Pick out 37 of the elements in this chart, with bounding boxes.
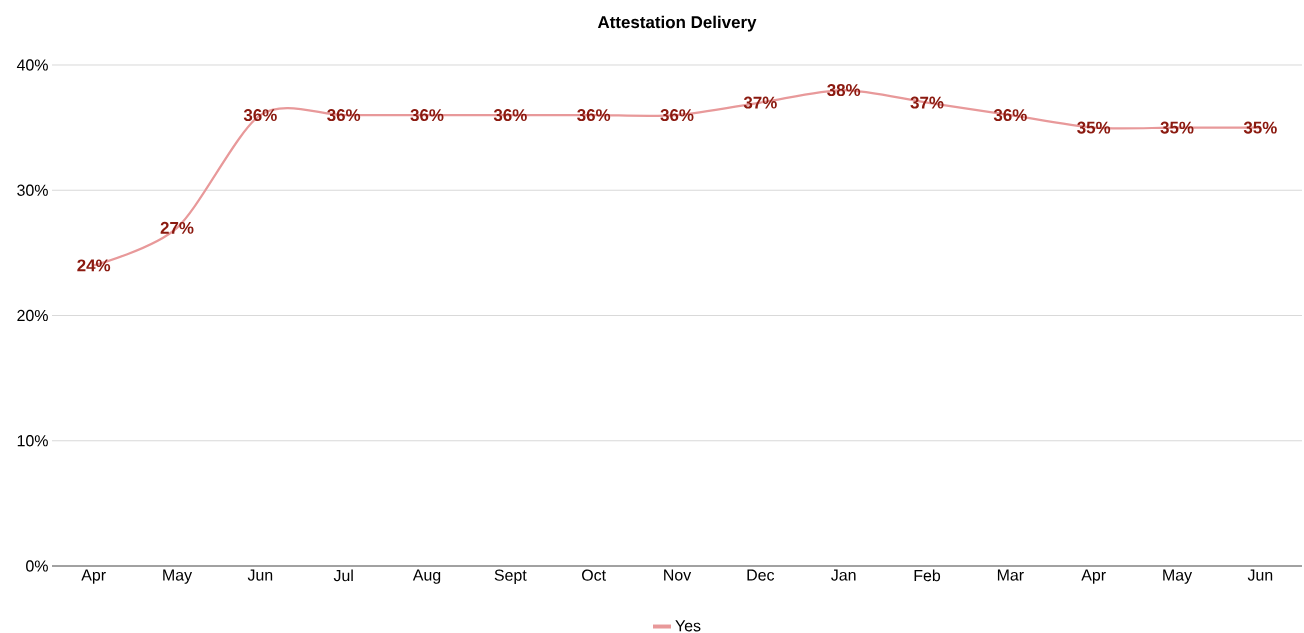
x-tick-label: Mar bbox=[997, 569, 1024, 581]
y-tick-label: 40% bbox=[16, 59, 48, 71]
data-label: 35% bbox=[1077, 121, 1111, 134]
data-label: 36% bbox=[243, 109, 277, 122]
x-tick-label: Jul bbox=[333, 569, 353, 582]
data-label: 36% bbox=[327, 109, 361, 122]
x-tick-label: Dec bbox=[747, 569, 775, 581]
data-label: 37% bbox=[910, 96, 944, 109]
x-tick-label: May bbox=[163, 569, 193, 584]
x-tick-label: Jun bbox=[247, 569, 273, 581]
data-label: 37% bbox=[743, 96, 777, 109]
x-tick-label: Sept bbox=[494, 569, 527, 584]
x-tick-label: Nov bbox=[664, 569, 692, 581]
data-label: 27% bbox=[160, 221, 194, 234]
data-label: 38% bbox=[827, 84, 861, 97]
x-tick-label: Jan bbox=[831, 569, 856, 581]
y-tick-label: 30% bbox=[17, 184, 48, 196]
data-label: 36% bbox=[993, 109, 1027, 122]
x-tick-label: Oct bbox=[582, 569, 606, 581]
x-tick-label: Feb bbox=[914, 569, 941, 582]
y-tick-label: 20% bbox=[17, 309, 48, 322]
y-tick-label: 10% bbox=[17, 435, 48, 447]
x-tick-label: Apr bbox=[81, 569, 106, 584]
x-tick-label: Aug bbox=[412, 569, 441, 584]
data-label: 36% bbox=[577, 109, 611, 122]
y-tick-label: 0% bbox=[26, 560, 48, 572]
data-label: 24% bbox=[77, 259, 111, 272]
data-label: 36% bbox=[660, 109, 694, 122]
data-label: 35% bbox=[1243, 121, 1277, 134]
chart-title: Attestation Delivery bbox=[597, 15, 757, 32]
data-label: 35% bbox=[1160, 121, 1194, 134]
x-tick-label: Jun bbox=[1247, 569, 1273, 581]
legend-label: Yes bbox=[675, 620, 701, 632]
x-tick-label: Apr bbox=[1081, 569, 1106, 584]
x-tick-label: May bbox=[1163, 569, 1193, 584]
data-label: 36% bbox=[410, 109, 444, 122]
data-label: 36% bbox=[493, 109, 527, 122]
